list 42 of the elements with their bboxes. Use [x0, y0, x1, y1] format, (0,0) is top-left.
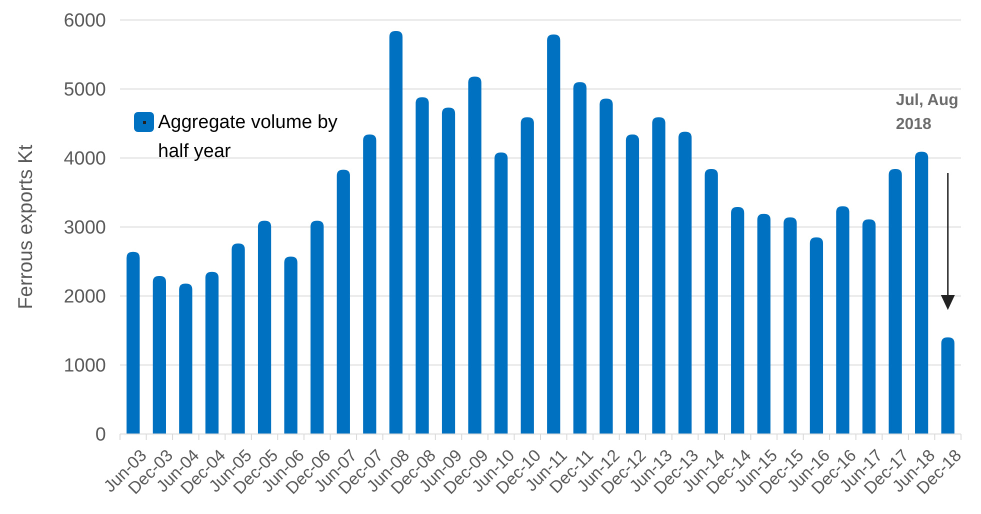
bar [704, 169, 718, 434]
bar [915, 152, 928, 434]
bar [126, 252, 140, 434]
bar [152, 276, 166, 434]
bar [573, 82, 586, 434]
bar [757, 214, 770, 434]
bar [678, 132, 692, 434]
y-tick-label: 6000 [64, 10, 106, 32]
bar [862, 219, 876, 434]
bar [652, 117, 666, 434]
y-tick-label: 0 [95, 424, 106, 446]
bar [520, 117, 534, 434]
bar [389, 31, 403, 434]
y-tick-label: 4000 [64, 148, 106, 170]
bar [258, 220, 272, 434]
bar [363, 134, 376, 434]
bar [784, 217, 797, 434]
bar [336, 170, 350, 434]
bar [626, 134, 640, 434]
bar [232, 244, 245, 434]
y-tick-label: 5000 [64, 80, 106, 101]
bar [888, 169, 902, 434]
y-tick-label: 1000 [64, 356, 106, 377]
bar [416, 97, 429, 434]
bar [205, 272, 219, 434]
annotation: Jul, Aug 2018 [896, 92, 958, 133]
bar [836, 206, 850, 434]
bar [310, 220, 324, 434]
bar [179, 284, 192, 434]
bar [810, 237, 824, 434]
bar [468, 76, 482, 434]
bar [284, 256, 298, 434]
y-axis-title: Ferrous exports Kt [15, 144, 37, 310]
y-tick-label: 3000 [64, 218, 106, 239]
bar [494, 152, 508, 434]
legend-label: Aggregate volume by half year [158, 112, 338, 162]
bar [731, 206, 744, 434]
y-tick-label: 2000 [64, 286, 106, 308]
bar [547, 34, 560, 434]
bar [442, 108, 456, 434]
bar [600, 98, 613, 434]
bar [941, 337, 954, 434]
